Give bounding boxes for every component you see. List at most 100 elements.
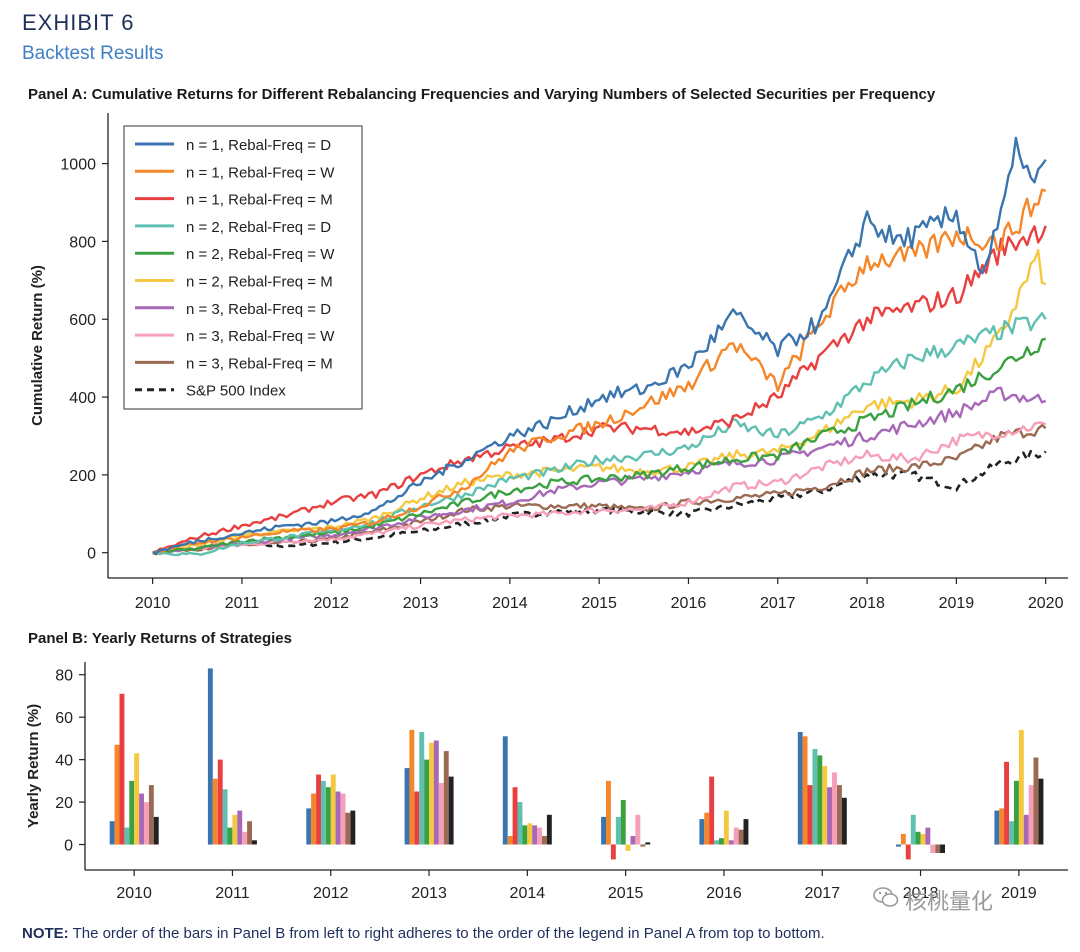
bar (350, 810, 356, 845)
bar (920, 833, 926, 845)
bar (320, 780, 326, 845)
bar (527, 823, 533, 845)
bar (832, 772, 837, 845)
bar (940, 844, 945, 853)
panel-a-x-tick-label: 2016 (671, 595, 707, 612)
series-line (152, 136, 1047, 555)
bar (709, 776, 715, 845)
bar (910, 814, 916, 845)
wechat-icon (873, 887, 899, 907)
series-line (152, 225, 1047, 554)
panel-a-x-tick-label: 2014 (492, 595, 528, 612)
panel-a-x-tick-label: 2011 (225, 595, 260, 612)
series-line (152, 337, 1047, 554)
bar (433, 740, 439, 845)
bar (640, 844, 646, 847)
bar (1038, 778, 1044, 845)
bar (1033, 757, 1039, 845)
bar (817, 755, 823, 845)
bar (438, 783, 444, 845)
bar (620, 800, 626, 845)
bar (930, 844, 936, 853)
bar (797, 732, 803, 845)
bar (915, 831, 921, 845)
panel-a-y-tick-label: 0 (87, 546, 96, 563)
bar (630, 836, 636, 845)
panel-b-x-tick-label: 2016 (706, 885, 742, 902)
panel-b-x-tick-label: 2017 (804, 885, 840, 902)
bar (704, 812, 710, 845)
bar (443, 751, 449, 845)
bar (601, 816, 606, 845)
panel-b-y-tick-label: 60 (55, 710, 73, 727)
bar (424, 759, 430, 845)
bar (212, 778, 218, 845)
bar (345, 812, 351, 845)
bar (994, 810, 1000, 845)
panel-a-y-axis-label: Cumulative Return (%) (29, 265, 46, 426)
panel-b-x-tick-label: 2011 (215, 885, 250, 902)
bar (217, 759, 223, 845)
panel-a-y-tick-label: 400 (69, 390, 96, 407)
panel-b-x-tick-label: 2013 (411, 885, 447, 902)
panel-b-x-tick-label: 2018 (903, 885, 939, 902)
bar (316, 774, 321, 845)
bar (1014, 780, 1019, 845)
panel-b-x-tick-label: 2012 (313, 885, 349, 902)
bar (635, 814, 641, 845)
bar (517, 802, 523, 845)
bar (429, 742, 434, 845)
panel-b-x-tick-label: 2019 (1001, 885, 1037, 902)
bar (207, 668, 213, 845)
legend-label: n = 2, Rebal-Freq = D (186, 219, 331, 236)
bar (743, 819, 749, 845)
bar (124, 827, 130, 845)
bar (247, 821, 252, 845)
panel-a-x-tick-label: 2013 (403, 595, 439, 612)
bar (502, 736, 508, 845)
series-line (152, 386, 1047, 555)
bar (733, 827, 739, 845)
series-line (152, 424, 1047, 555)
bar (134, 753, 140, 845)
bar (512, 787, 518, 845)
bar (119, 693, 125, 845)
panel-a-y-tick-label: 200 (69, 468, 96, 485)
bar (822, 766, 828, 845)
bar (129, 780, 135, 845)
bar (139, 793, 144, 845)
panel-b-y-tick-label: 80 (55, 668, 73, 685)
series-line (152, 449, 1047, 556)
bar (837, 785, 842, 845)
panel-a-x-tick-label: 2012 (313, 595, 349, 612)
bar (699, 819, 705, 845)
exhibit-subtitle: Backtest Results (22, 43, 164, 64)
panel-a-x-tick-label: 2010 (135, 595, 171, 612)
bar (1009, 821, 1014, 845)
bar (935, 844, 941, 853)
legend-label: n = 3, Rebal-Freq = D (186, 301, 331, 318)
watermark-text: 核桃量化 (905, 889, 994, 914)
series-line (152, 312, 1047, 557)
bar (409, 729, 415, 845)
bar (802, 736, 808, 845)
panel-b-y-tick-label: 40 (55, 753, 73, 770)
bar (542, 836, 547, 845)
bar (841, 797, 847, 845)
bar (237, 810, 243, 845)
panel-a-x-tick-label: 2018 (849, 595, 885, 612)
bar (414, 791, 420, 845)
panel-a-x-tick-label: 2017 (760, 595, 796, 612)
panel-a-x-tick-label: 2020 (1028, 595, 1064, 612)
bar (537, 827, 542, 845)
panel-b-x-tick-label: 2015 (608, 885, 644, 902)
panel-b-x-tick-label: 2010 (116, 885, 152, 902)
legend-label: n = 1, Rebal-Freq = W (186, 164, 335, 181)
panel-a-y-tick-label: 800 (69, 234, 96, 251)
bar (606, 780, 611, 845)
bar (448, 776, 454, 845)
bar (311, 793, 316, 845)
bar (1028, 785, 1034, 845)
panel-b-x-tick-label: 2014 (510, 885, 546, 902)
footnote-label: NOTE: (22, 925, 69, 942)
